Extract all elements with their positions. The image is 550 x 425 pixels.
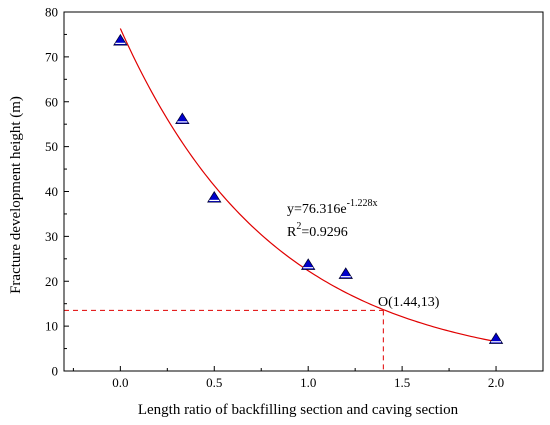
plot-frame — [63, 11, 544, 372]
y-axis-label: Fracture development height (m) — [8, 96, 24, 294]
y-tick-label: 80 — [45, 5, 58, 20]
fit-curve — [119, 28, 497, 343]
data-point — [175, 112, 190, 124]
y-tick-label: 70 — [45, 49, 58, 64]
r2-value: =0.9296 — [301, 225, 347, 240]
reference-point-label: O(1.44,13) — [378, 295, 440, 310]
y-tick-label: 0 — [52, 364, 59, 379]
svg-text:R2=0.9296: R2=0.9296 — [287, 221, 348, 240]
data-point — [338, 267, 353, 279]
fit-equation: y=76.316e-1.228x R2=0.9296 — [287, 198, 377, 240]
y-tick-label: 50 — [45, 139, 58, 154]
svg-text:y=76.316e-1.228x: y=76.316e-1.228x — [287, 198, 377, 217]
r2-prefix: R — [287, 225, 297, 240]
equation-base: y=76.316e — [287, 202, 347, 217]
x-tick-label: 0.5 — [206, 375, 222, 390]
y-axis: 0 10 20 30 40 50 60 70 80 — [45, 5, 69, 379]
equation-exponent: -1.228x — [347, 198, 378, 209]
y-tick-label: 20 — [45, 274, 58, 289]
x-axis-label: Length ratio of backfilling section and … — [138, 402, 459, 418]
data-point — [300, 258, 316, 270]
y-tick-label: 40 — [45, 184, 58, 199]
data-point — [207, 190, 222, 203]
x-axis: 0.0 0.5 1.0 1.5 2.0 — [72, 366, 504, 390]
r2-superscript: 2 — [296, 221, 301, 232]
x-tick-label: 0.0 — [112, 375, 128, 390]
y-tick-label: 10 — [45, 319, 58, 334]
x-tick-label: 1.0 — [300, 375, 316, 390]
y-tick-label: 30 — [45, 229, 58, 244]
x-tick-label: 1.5 — [394, 375, 410, 390]
data-point — [113, 33, 128, 46]
data-point — [488, 332, 504, 344]
x-tick-label: 2.0 — [488, 375, 504, 390]
y-tick-label: 60 — [45, 94, 58, 109]
plot-area — [64, 28, 504, 371]
